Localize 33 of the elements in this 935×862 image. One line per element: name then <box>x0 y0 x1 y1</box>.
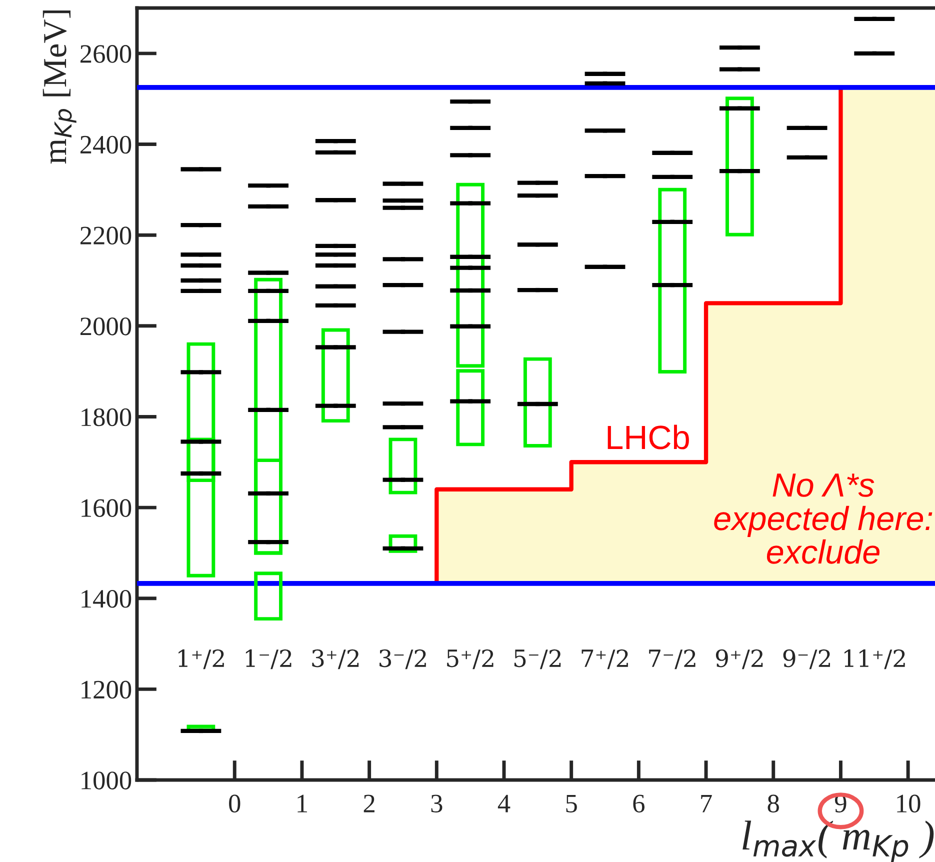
annotation: 3⁻/2 <box>380 649 426 670</box>
x-tick-label: 3 <box>431 794 442 812</box>
y-tick-label: 1400 <box>82 590 132 608</box>
y-tick-label: 1200 <box>82 680 132 699</box>
annotation: 9⁻/2 <box>783 649 830 670</box>
y-tick-label: 1800 <box>82 408 132 426</box>
x-tick-label: 2 <box>364 794 374 812</box>
annotation: 7⁻/2 <box>649 649 696 670</box>
annotation: 5⁺/2 <box>447 649 494 670</box>
annotation: 9⁺/2 <box>716 649 763 670</box>
annotation: 7⁺/2 <box>582 649 628 670</box>
x-tick-label: 0 <box>229 794 240 812</box>
y-tick-label: 1000 <box>82 772 132 790</box>
x-tick-label: 5 <box>566 794 577 812</box>
x-tick-label: 7 <box>701 794 712 812</box>
x-tick-label: 10 <box>897 794 920 812</box>
annotation: 11⁺/2 <box>844 649 905 670</box>
annotation: LHCb <box>608 424 689 450</box>
y-tick-label: 2400 <box>80 136 132 154</box>
y-tick-label: 2600 <box>80 45 132 63</box>
x-tick-label: 8 <box>768 794 779 812</box>
y-tick-label: 2200 <box>80 226 132 244</box>
annotation: 3⁺/2 <box>312 649 359 670</box>
y-tick-label: 2000 <box>80 318 132 336</box>
x-tick-label: 6 <box>633 794 644 812</box>
x-tick-label: 4 <box>498 794 510 812</box>
annotation: 5⁻/2 <box>514 649 561 670</box>
y-axis-title: m$_{Kp}$ [MeV] <box>42 10 76 164</box>
y-tick-label: 1600 <box>82 499 132 517</box>
annotation: 1⁻/2 <box>246 649 292 670</box>
annotation: No Λ*s expected here: exclude <box>714 474 932 564</box>
x-tick-label: 1 <box>298 794 307 812</box>
annotation: 1⁺/2 <box>178 649 224 670</box>
